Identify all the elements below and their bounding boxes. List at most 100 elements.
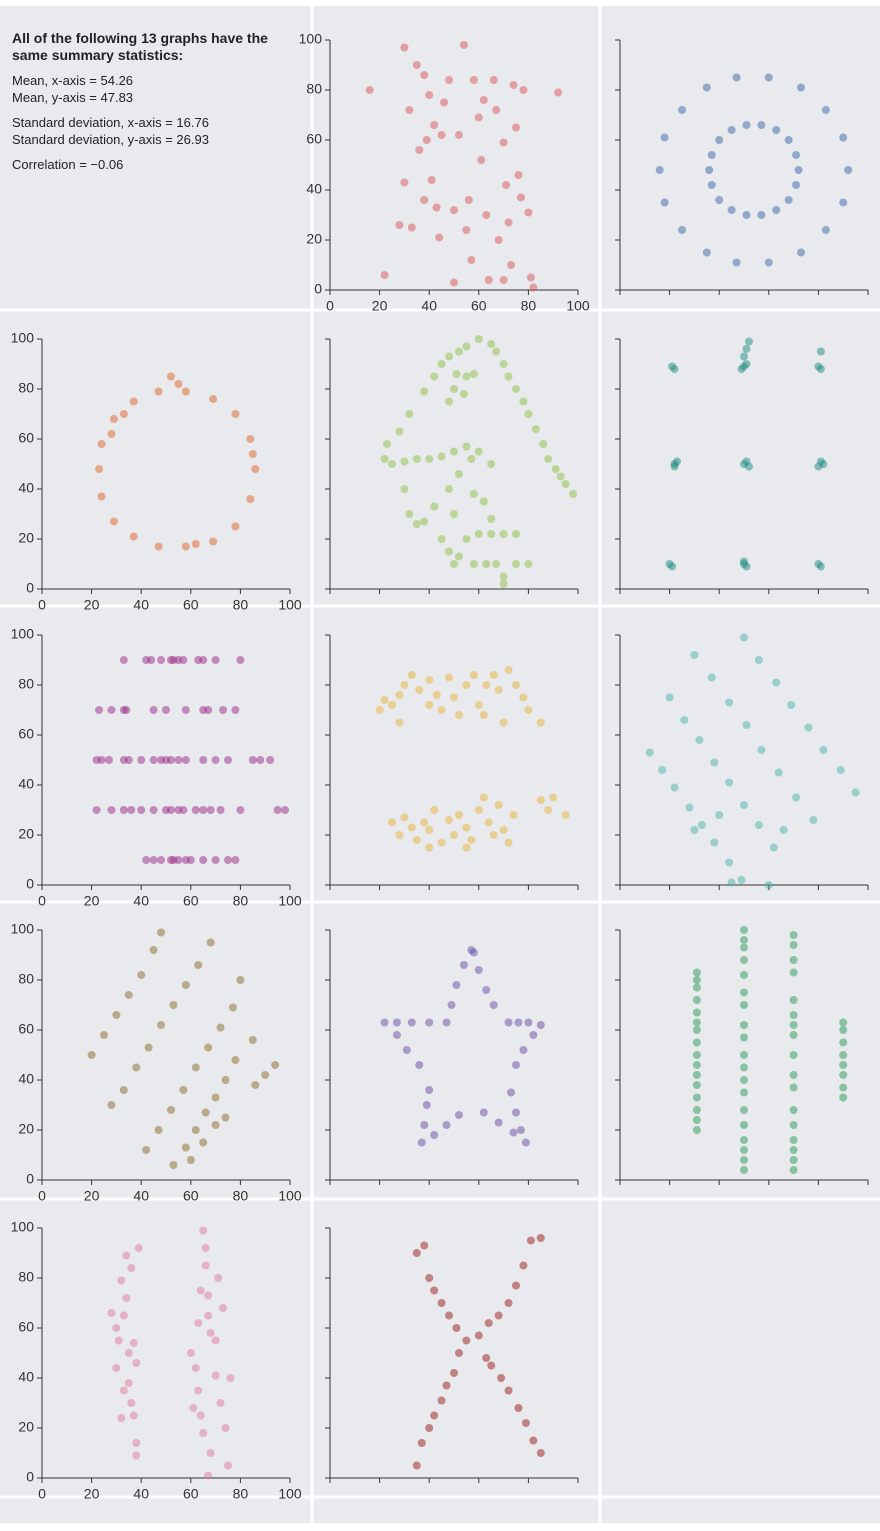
point bbox=[692, 1026, 701, 1034]
point bbox=[839, 1026, 848, 1034]
point bbox=[512, 385, 520, 393]
point bbox=[561, 811, 570, 819]
point bbox=[554, 88, 563, 97]
point bbox=[442, 1381, 451, 1390]
point bbox=[477, 156, 486, 164]
point bbox=[417, 1138, 426, 1147]
point bbox=[251, 465, 260, 473]
point bbox=[271, 1061, 280, 1069]
y-tick-label: 40 bbox=[306, 181, 322, 197]
x-tick-label: 0 bbox=[38, 597, 46, 613]
point bbox=[737, 365, 746, 373]
point bbox=[450, 1369, 458, 1377]
point bbox=[742, 345, 751, 353]
point bbox=[405, 410, 414, 418]
point bbox=[219, 1304, 228, 1312]
point bbox=[425, 1018, 434, 1027]
x-tick-label: 80 bbox=[233, 597, 249, 613]
point bbox=[412, 836, 421, 844]
point bbox=[129, 1339, 138, 1347]
point bbox=[462, 226, 471, 234]
point bbox=[789, 1031, 798, 1039]
point bbox=[261, 1071, 270, 1079]
point bbox=[499, 276, 508, 284]
point bbox=[256, 756, 265, 764]
point bbox=[127, 1264, 136, 1272]
point bbox=[392, 1031, 401, 1039]
point bbox=[216, 1399, 225, 1407]
y-tick-label: 0 bbox=[26, 580, 34, 596]
point bbox=[499, 360, 508, 368]
point bbox=[435, 233, 444, 242]
point bbox=[789, 956, 798, 964]
point bbox=[119, 1086, 128, 1094]
x-tick-label: 40 bbox=[133, 597, 149, 613]
point bbox=[467, 256, 476, 264]
point bbox=[119, 806, 128, 814]
point bbox=[407, 223, 416, 232]
y-tick-label: 20 bbox=[18, 1419, 34, 1435]
point bbox=[839, 1083, 848, 1092]
y-tick-label: 0 bbox=[26, 1171, 34, 1187]
point bbox=[494, 686, 503, 694]
point bbox=[839, 1038, 848, 1047]
point bbox=[809, 816, 818, 824]
point bbox=[512, 123, 520, 132]
point bbox=[186, 1156, 195, 1164]
point bbox=[221, 1113, 230, 1122]
point bbox=[224, 1461, 232, 1470]
point bbox=[447, 1001, 456, 1009]
x-tick-label: 40 bbox=[133, 1486, 149, 1502]
point bbox=[816, 365, 825, 373]
point bbox=[754, 821, 763, 829]
point bbox=[740, 1033, 748, 1042]
point bbox=[191, 1126, 200, 1134]
point bbox=[524, 410, 533, 418]
point bbox=[839, 1061, 848, 1069]
point bbox=[784, 196, 793, 204]
point bbox=[692, 1081, 701, 1089]
point bbox=[484, 1319, 493, 1327]
point bbox=[509, 81, 518, 89]
summary: All of the following 13 graphs have the … bbox=[12, 30, 282, 173]
point bbox=[678, 106, 686, 114]
point bbox=[432, 691, 441, 699]
x-tick-label: 0 bbox=[38, 1486, 46, 1502]
point bbox=[789, 1011, 798, 1019]
point bbox=[231, 706, 240, 714]
summary-line: Standard deviation, x-axis = 16.76 bbox=[12, 115, 209, 130]
y-tick-label: 100 bbox=[299, 31, 323, 47]
point bbox=[437, 452, 446, 461]
point bbox=[492, 106, 501, 114]
x-tick-label: 60 bbox=[183, 1188, 199, 1204]
point bbox=[487, 340, 496, 348]
point bbox=[504, 666, 513, 674]
y-tick-label: 40 bbox=[18, 776, 34, 792]
point bbox=[248, 1036, 257, 1044]
point bbox=[454, 1349, 463, 1357]
point bbox=[499, 718, 508, 727]
point bbox=[181, 756, 190, 764]
point bbox=[425, 826, 434, 834]
point bbox=[844, 166, 853, 174]
point bbox=[769, 843, 778, 852]
point bbox=[430, 502, 439, 511]
point bbox=[665, 693, 674, 702]
point bbox=[692, 1061, 701, 1069]
point bbox=[211, 656, 220, 664]
point bbox=[789, 1071, 798, 1079]
point bbox=[514, 1404, 523, 1412]
point bbox=[445, 816, 454, 824]
point bbox=[742, 721, 751, 729]
point bbox=[692, 1126, 701, 1134]
point bbox=[462, 535, 471, 543]
point bbox=[440, 98, 449, 107]
y-tick-label: 60 bbox=[18, 1021, 34, 1037]
point bbox=[754, 656, 763, 664]
point bbox=[789, 1021, 798, 1029]
point bbox=[494, 1311, 503, 1320]
point bbox=[174, 756, 183, 764]
point bbox=[484, 818, 493, 827]
point bbox=[789, 1106, 798, 1114]
x-tick-label: 20 bbox=[84, 893, 100, 909]
